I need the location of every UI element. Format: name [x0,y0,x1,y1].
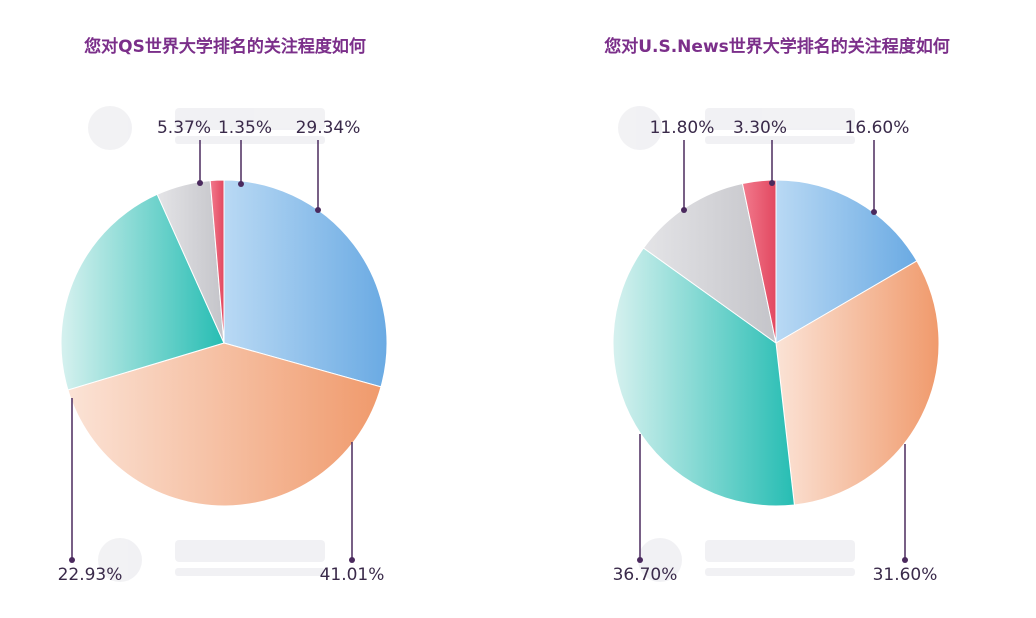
slice-percent-label: 41.01% [320,565,385,585]
slice-percent-label: 3.30% [733,118,787,138]
leader-dot [902,557,908,563]
pie-chart-qs: 29.34% 41.01% 22.93% 5.37% 1.35% [58,118,388,585]
slice-percent-label: 36.70% [613,565,678,585]
leader-dot [681,207,687,213]
slice-percent-label: 16.60% [845,118,910,138]
pie-slice-blue [223,179,388,388]
pie-slice-gray [642,182,777,345]
slice-percent-label: 1.35% [218,118,272,138]
watermark-logo-icon [98,538,325,582]
leader-dot [349,557,355,563]
slice-percent-label: 29.34% [296,118,361,138]
pie-slice-blue [775,179,918,344]
pie-slice-orange [775,260,940,506]
chart-title: 您对QS世界大学排名的关注程度如何 [84,36,366,57]
chart-title: 您对U.S.News世界大学排名的关注程度如何 [604,36,950,57]
pie-slice-red [741,179,777,344]
leader-dot [69,557,75,563]
slice-percent-label: 31.60% [873,565,938,585]
slice-percent-label: 5.37% [157,118,211,138]
watermark-logo-icon [88,106,325,150]
slice-percent-label: 11.80% [650,118,715,138]
watermark-icons [88,106,855,582]
pie-slice-orange [67,342,382,507]
leader-dot [315,207,321,213]
slice-percent-label: 22.93% [58,565,123,585]
leader-dot [871,209,877,215]
leader-dot [637,557,643,563]
leader-dot [769,180,775,186]
pie-chart-usnews: 16.60% 31.60% 36.70% 11.80% 3.30% [612,118,940,585]
leader-dot [238,181,244,187]
leader-dot [197,180,203,186]
pie-slice-red [209,179,225,344]
pie-slice-teal [612,247,795,507]
watermark-logo-icon [618,106,855,150]
pie-slice-teal [60,193,225,391]
watermark-logo-icon [638,538,855,582]
